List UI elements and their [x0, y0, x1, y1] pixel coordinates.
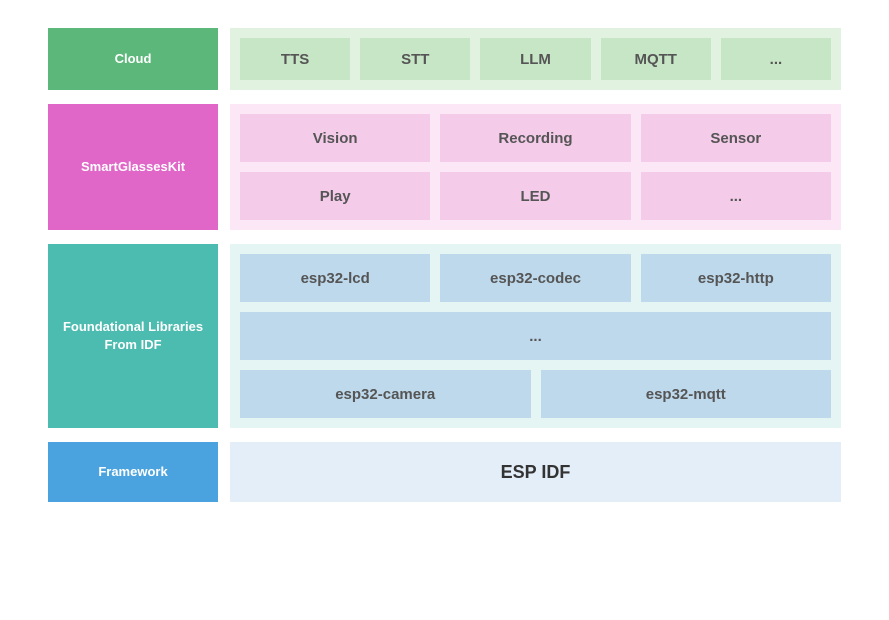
layer-row: esp32-lcdesp32-codecesp32-http — [240, 254, 831, 302]
layer-framework: Framework ESP IDF — [48, 442, 841, 502]
module-cell: Play — [240, 172, 430, 220]
layer-content-foundational: esp32-lcdesp32-codecesp32-http... esp32-c… — [230, 244, 841, 428]
module-cell: esp32-lcd — [240, 254, 430, 302]
module-cell: ... — [721, 38, 831, 80]
layer-row: ESP IDF — [240, 452, 831, 492]
layer-row: ... — [240, 312, 831, 360]
module-cell: MQTT — [601, 38, 711, 80]
layer-content-framework: ESP IDF — [230, 442, 841, 502]
layer-label-foundational: Foundational LibrariesFrom IDF — [48, 244, 218, 428]
architecture-diagram: CloudTTSSTTLLMMQTT...SmartGlassesKitVisi… — [48, 28, 841, 502]
module-cell: ... — [641, 172, 831, 220]
module-cell: Recording — [440, 114, 630, 162]
module-cell: ... — [240, 312, 831, 360]
layer-content-cloud: TTSSTTLLM MQTT... — [230, 28, 841, 90]
layer-label-cloud: Cloud — [48, 28, 218, 90]
module-cell: LED — [440, 172, 630, 220]
layer-smartglasseskit: SmartGlassesKit VisionRecordingSensor Play… — [48, 104, 841, 230]
layer-row: PlayLED... — [240, 172, 831, 220]
layer-label-smartglasseskit: SmartGlassesKit — [48, 104, 218, 230]
module-cell: esp32-mqtt — [541, 370, 832, 418]
layer-cloud: Cloud TTSSTTLLM MQTT... — [48, 28, 841, 90]
module-cell: Vision — [240, 114, 430, 162]
layer-content-smartglasseskit: VisionRecordingSensor PlayLED... — [230, 104, 841, 230]
module-cell: LLM — [480, 38, 590, 80]
module-cell: esp32-camera — [240, 370, 531, 418]
module-cell: Sensor — [641, 114, 831, 162]
module-cell: esp32-codec — [440, 254, 630, 302]
layer-row: esp32-cameraesp32-mqtt — [240, 370, 831, 418]
layer-row: TTSSTTLLM MQTT... — [240, 38, 831, 80]
layer-label-framework: Framework — [48, 442, 218, 502]
module-cell: ESP IDF — [240, 452, 831, 492]
module-cell: TTS — [240, 38, 350, 80]
layer-foundational: Foundational LibrariesFrom IDFesp32-lcde… — [48, 244, 841, 428]
module-cell: esp32-http — [641, 254, 831, 302]
module-cell: STT — [360, 38, 470, 80]
layer-row: VisionRecordingSensor — [240, 114, 831, 162]
